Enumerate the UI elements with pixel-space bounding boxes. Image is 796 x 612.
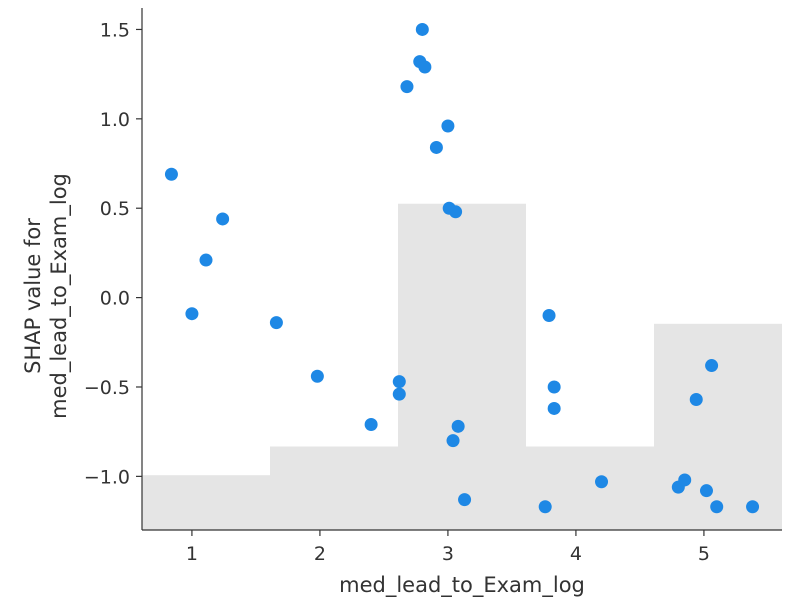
data-point-9 [392,387,406,401]
x-tick-label-3: 3 [442,543,454,565]
data-point-17 [446,434,460,448]
data-point-19 [451,419,465,433]
data-point-23 [547,380,561,394]
ticks-layer: 1 2 3 4 5 −1.0 −0.5 0.0 0.5 1.0 1.5 [84,19,710,565]
data-point-12 [415,22,429,36]
data-point-6 [310,369,324,383]
data-point-32 [746,500,760,514]
data-point-5 [269,316,283,330]
histogram-bar-4 [526,446,654,530]
histogram-bar-1 [142,475,270,530]
y-tick-label-3: 0.0 [100,288,130,310]
y-tick-label-2: −0.5 [84,377,130,399]
data-point-28 [689,393,703,406]
data-point-31 [710,500,724,514]
data-point-8 [392,375,406,389]
data-point-20 [458,493,472,507]
data-point-15 [441,119,455,133]
data-point-7 [364,418,378,432]
data-point-29 [699,484,713,498]
data-point-14 [429,140,443,154]
y-axis-label-line-1: SHAP value for [21,218,45,374]
data-point-4 [216,212,230,226]
x-axis-label: med_lead_to_Exam_log [339,573,585,598]
histogram-layer [142,203,782,530]
axes-layer [141,8,782,531]
data-point-3 [199,253,213,267]
data-point-25 [595,475,609,489]
histogram-bar-3 [398,203,526,530]
y-axis-label-line-2: med_lead_to_Exam_log [47,173,72,419]
histogram-bar-5 [654,323,782,530]
data-point-27 [678,473,692,487]
y-axis-label: SHAP value for med_lead_to_Exam_log [21,173,72,419]
data-point-1 [164,167,178,181]
data-point-2 [185,307,199,321]
points-layer [164,22,760,514]
y-tick-label-5: 1.0 [100,109,130,131]
data-point-22 [542,308,556,322]
x-tick-label-5: 5 [698,543,710,565]
y-tick-label-4: 0.5 [100,198,130,220]
data-point-13 [418,60,432,74]
data-point-21 [538,500,552,514]
y-tick-label-6: 1.5 [100,19,130,41]
y-tick-label-1: −1.0 [84,466,130,488]
x-tick-label-2: 2 [314,543,326,565]
histogram-bar-2 [270,446,398,530]
data-point-10 [400,80,414,94]
x-tick-label-4: 4 [570,543,582,565]
x-tick-label-1: 1 [186,543,198,565]
data-point-18 [449,205,463,219]
data-point-24 [547,401,561,415]
data-point-30 [705,359,719,373]
